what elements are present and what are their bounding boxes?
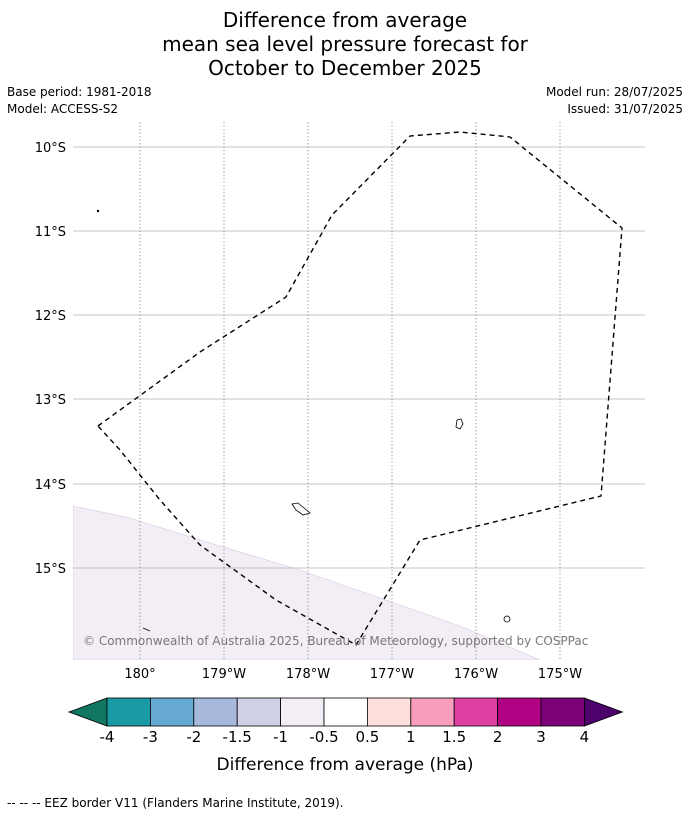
colorbar: -4 -3 -2 -1.5 -1 -0.5 0.5 1 1.5 2 3 4 Difference fr… — [67, 697, 624, 775]
colorbar-tick-label: 2 — [493, 728, 503, 746]
colorbar-tick-label: -4 — [100, 728, 115, 746]
colorbar-tick-label: -1 — [273, 728, 288, 746]
colorbar-extend-low — [67, 697, 108, 727]
colorbar-tick-label: 1.5 — [442, 728, 466, 746]
footnote: -- -- -- EEZ border V11 (Flanders Marine… — [7, 796, 344, 810]
model-name: Model: ACCESS-S2 — [7, 102, 119, 116]
lat-labels: 10°S 11°S 12°S 13°S 14°S 15°S — [35, 141, 66, 577]
colorbar-cell — [366, 697, 412, 727]
lat-label: 11°S — [35, 225, 66, 240]
lon-label: 179°W — [202, 667, 246, 682]
meta-left: Base period: 1981-2018 Model: ACCESS-S2 — [7, 84, 152, 118]
lon-label: 176°W — [454, 667, 498, 682]
meta-right: Model run: 28/07/2025 Issued: 31/07/2025 — [546, 84, 683, 118]
lat-label: 12°S — [35, 309, 66, 324]
colorbar-tick-label: 4 — [580, 728, 590, 746]
title-line-3: October to December 2025 — [208, 56, 482, 80]
colorbar-cell — [323, 697, 368, 727]
eez-border — [96, 131, 623, 646]
map-panel: © Commonwealth of Australia 2025, Bureau… — [73, 122, 645, 660]
colorbar-tick-label: 0.5 — [355, 728, 379, 746]
lon-label: 178°W — [286, 667, 330, 682]
title-line-1: Difference from average — [222, 8, 468, 32]
colorbar-label: Difference from average (hPa) — [217, 755, 474, 775]
colorbar-cell — [149, 697, 195, 727]
lat-gridlines — [73, 146, 645, 569]
lon-labels: 180° 179°W 178°W 177°W 176°W 175°W — [124, 667, 582, 682]
colorbar-cell — [497, 697, 542, 727]
title-line-2: mean sea level pressure forecast for — [162, 32, 528, 56]
island — [455, 418, 464, 430]
island — [503, 615, 511, 623]
colorbar-cell — [236, 697, 281, 727]
colorbar-tick-label: -1.5 — [223, 728, 252, 746]
colorbar-cell — [193, 697, 238, 727]
colorbar-extend-high — [584, 697, 624, 727]
island — [291, 502, 311, 516]
lon-label: 177°W — [370, 667, 414, 682]
colorbar-tick-labels: -4 -3 -2 -1.5 -1 -0.5 0.5 1 1.5 2 3 4 — [100, 728, 590, 746]
colorbar-tick-label: 3 — [536, 728, 546, 746]
model-run: Model run: 28/07/2025 — [545, 85, 683, 99]
colorbar-cells — [67, 697, 624, 727]
islands — [96, 209, 511, 632]
island — [96, 209, 100, 213]
lat-label: 13°S — [35, 393, 66, 408]
colorbar-cell — [410, 697, 455, 727]
colorbar-tick-label: 1 — [406, 728, 416, 746]
lon-gridlines — [139, 122, 561, 660]
colorbar-cell — [453, 697, 499, 727]
colorbar-tick-label: -0.5 — [309, 728, 338, 746]
copyright-text: © Commonwealth of Australia 2025, Bureau… — [83, 634, 588, 648]
lat-label: 10°S — [35, 141, 66, 156]
lat-label: 14°S — [35, 478, 66, 493]
colorbar-cell — [280, 697, 325, 727]
base-period: Base period: 1981-2018 — [7, 85, 152, 99]
island — [142, 627, 151, 632]
colorbar-tick-label: -2 — [186, 728, 201, 746]
colorbar-cell — [540, 697, 585, 727]
lon-label: 175°W — [538, 667, 582, 682]
lat-label: 15°S — [35, 562, 66, 577]
colorbar-tick-label: -3 — [143, 728, 158, 746]
lon-label: 180° — [124, 667, 155, 682]
chart-title: Difference from average mean sea level p… — [0, 8, 690, 80]
anomaly-region — [73, 505, 541, 660]
colorbar-cell — [106, 697, 151, 727]
issued-date: Issued: 31/07/2025 — [567, 102, 683, 116]
